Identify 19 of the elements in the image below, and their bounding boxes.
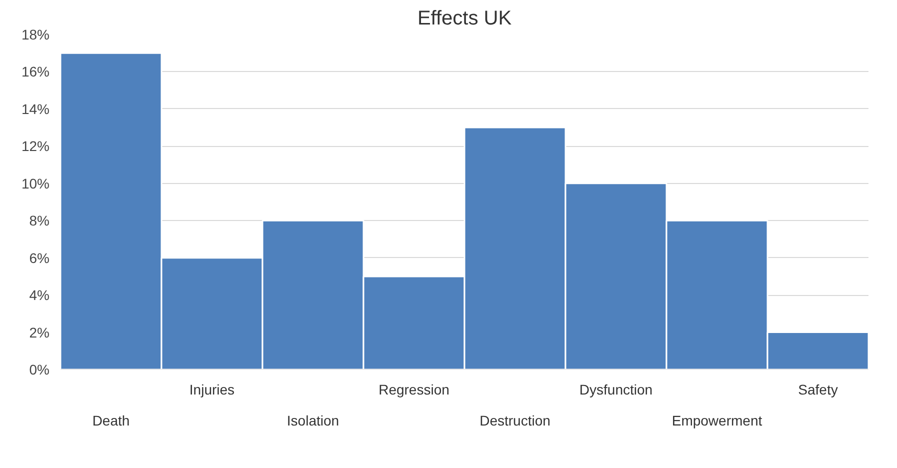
y-tick-label: 10% (21, 175, 50, 192)
y-tick-label: 14% (21, 100, 50, 117)
y-tick-label: 4% (29, 287, 50, 304)
x-tick-label: Destruction (480, 412, 550, 428)
x-tick-label: Safety (798, 382, 838, 398)
y-tick-label: 12% (21, 138, 50, 154)
y-tick-label: 6% (29, 250, 50, 266)
y-tick-label: 8% (29, 212, 50, 229)
chart-title: Effects UK (417, 8, 512, 30)
x-tick-label: Injuries (189, 382, 235, 398)
y-tick-label: 0% (29, 362, 50, 378)
y-tick-label: 16% (21, 64, 50, 80)
x-tick-label: Isolation (286, 412, 340, 428)
y-tick-label: 18% (21, 26, 50, 42)
x-tick-label: Dysfunction (579, 382, 653, 398)
x-tick-label: Empowerment (672, 412, 762, 428)
x-tick-label: Regression (378, 382, 450, 398)
y-tick-label: 2% (29, 324, 50, 340)
x-tick-label: Death (92, 412, 130, 428)
